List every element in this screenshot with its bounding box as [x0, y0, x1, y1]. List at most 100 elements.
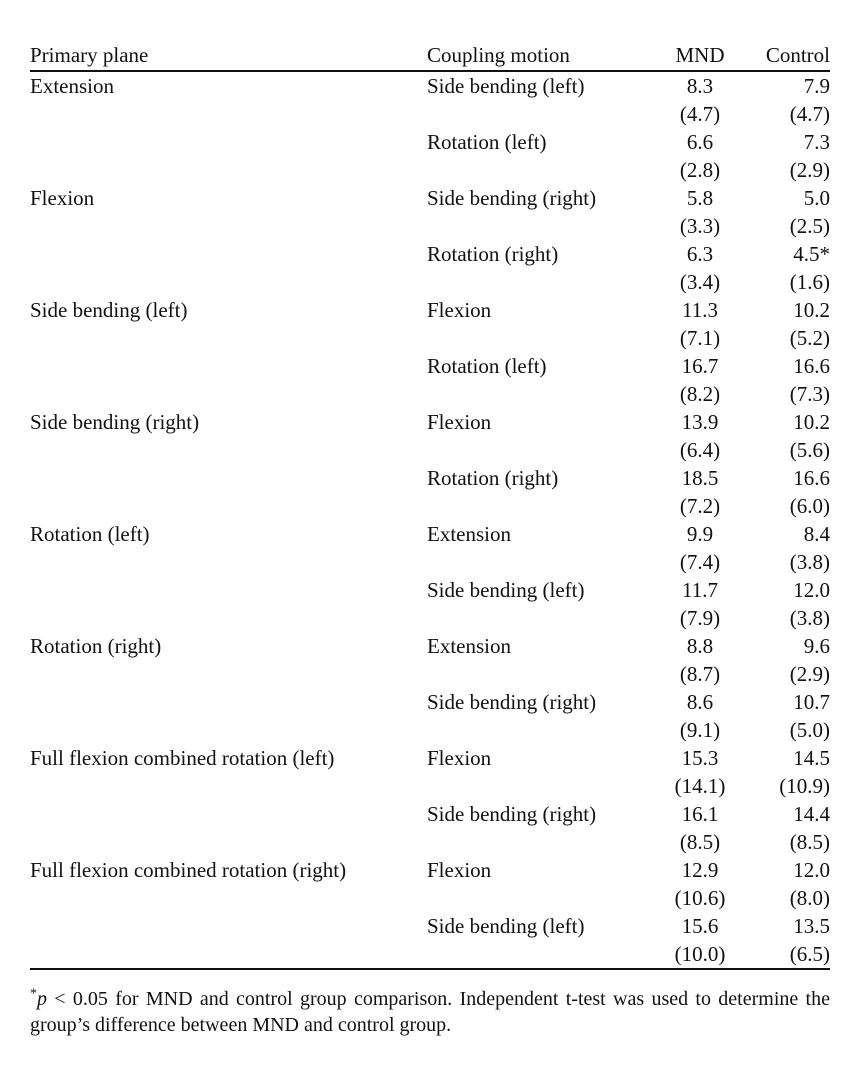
cell-mnd-value: 16.1: [681, 802, 719, 826]
cell-control-value: 10.2: [793, 410, 830, 434]
table-row: Rotation (left) Extension 9.9 8.4: [30, 520, 830, 548]
table-row: Side bending (left) 15.6 13.5: [30, 912, 830, 940]
cell-coupling-motion: Rotation (right): [427, 466, 559, 490]
table-row: Side bending (right) 16.1 14.4: [30, 800, 830, 828]
table-row: Side bending (left) 11.7 12.0: [30, 576, 830, 604]
cell-primary-plane: [30, 352, 427, 380]
footnote-text: < 0.05 for MND and control group compari…: [30, 988, 830, 1036]
cell-control-value: (2.9): [789, 662, 830, 686]
table-row: Full flexion combined rotation (right) Fl…: [30, 856, 830, 884]
cell-mnd-value: (3.4): [679, 270, 721, 294]
cell-coupling-motion: [427, 828, 655, 856]
cell-primary-plane: [30, 548, 427, 576]
cell-primary-plane: [30, 324, 427, 352]
cell-primary-plane: Rotation (left): [30, 522, 150, 546]
table-row: (7.1) (5.2): [30, 324, 830, 352]
table-row: Full flexion combined rotation (left) Fle…: [30, 744, 830, 772]
cell-coupling-motion: [427, 380, 655, 408]
cell-coupling-motion: Flexion: [427, 858, 492, 882]
cell-mnd-value: 12.9: [681, 858, 719, 882]
cell-mnd-value: (6.4): [679, 438, 721, 462]
table-row: Rotation (right) 6.3 4.5*: [30, 240, 830, 268]
cell-coupling-motion: Flexion: [427, 410, 492, 434]
table-row: (2.8) (2.9): [30, 156, 830, 184]
table-row: (4.7) (4.7): [30, 100, 830, 128]
cell-control-value: 14.5: [793, 746, 830, 770]
table-row: Flexion Side bending (right) 5.8 5.0: [30, 184, 830, 212]
cell-mnd-value: (2.8): [679, 158, 721, 182]
cell-primary-plane: [30, 884, 427, 912]
header-control: Control: [765, 43, 830, 67]
cell-mnd-value: (14.1): [674, 774, 726, 798]
cell-control-value: 10.2: [793, 298, 830, 322]
cell-control-value: (3.8): [789, 550, 830, 574]
cell-coupling-motion: Side bending (left): [427, 914, 585, 938]
cell-primary-plane: Extension: [30, 74, 114, 98]
cell-control-value: (5.2): [789, 326, 830, 350]
table-row: Rotation (left) 6.6 7.3: [30, 128, 830, 156]
cell-mnd-value: 6.3: [686, 242, 714, 266]
table-row: (3.4) (1.6): [30, 268, 830, 296]
cell-control-value: 4.5*: [793, 242, 830, 266]
cell-mnd-value: (8.2): [679, 382, 721, 406]
cell-mnd-value: (4.7): [679, 102, 721, 126]
cell-control-value: (2.5): [789, 214, 830, 238]
cell-primary-plane: [30, 240, 427, 268]
cell-coupling-motion: [427, 660, 655, 688]
cell-coupling-motion: [427, 548, 655, 576]
cell-mnd-value: 16.7: [681, 354, 719, 378]
cell-mnd-value: 9.9: [686, 522, 714, 546]
table-row: Rotation (left) 16.7 16.6: [30, 352, 830, 380]
cell-coupling-motion: [427, 772, 655, 800]
cell-primary-plane: [30, 100, 427, 128]
cell-mnd-value: (7.9): [679, 606, 721, 630]
cell-primary-plane: [30, 912, 427, 940]
cell-mnd-value: 15.6: [681, 914, 719, 938]
cell-mnd-value: (10.0): [674, 942, 726, 966]
cell-control-value: (8.0): [789, 886, 830, 910]
cell-mnd-value: 13.9: [681, 410, 719, 434]
cell-coupling-motion: Side bending (left): [427, 578, 585, 602]
cell-control-value: (7.3): [789, 382, 830, 406]
cell-primary-plane: [30, 464, 427, 492]
header-mnd: MND: [675, 43, 725, 67]
cell-mnd-value: (8.5): [679, 830, 721, 854]
cell-coupling-motion: Side bending (right): [427, 802, 597, 826]
table-row: Side bending (left) Flexion 11.3 10.2: [30, 296, 830, 324]
table-row: Rotation (right) Extension 8.8 9.6: [30, 632, 830, 660]
cell-primary-plane: [30, 128, 427, 156]
cell-mnd-value: 5.8: [686, 186, 714, 210]
cell-control-value: (2.9): [789, 158, 830, 182]
cell-primary-plane: [30, 268, 427, 296]
table-header-row: Primary plane Coupling motion MND Contro…: [30, 40, 830, 71]
cell-coupling-motion: [427, 268, 655, 296]
table-row: (14.1) (10.9): [30, 772, 830, 800]
table-row: Side bending (right) 8.6 10.7: [30, 688, 830, 716]
cell-coupling-motion: [427, 604, 655, 632]
cell-mnd-value: 15.3: [681, 746, 719, 770]
cell-control-value: 10.7: [793, 690, 830, 714]
table-row: Extension Side bending (left) 8.3 7.9: [30, 71, 830, 100]
cell-primary-plane: Side bending (right): [30, 410, 200, 434]
cell-control-value: (3.8): [789, 606, 830, 630]
cell-control-value: 8.4: [803, 522, 830, 546]
table-row: (10.0) (6.5): [30, 940, 830, 969]
table-row: (8.5) (8.5): [30, 828, 830, 856]
cell-mnd-value: 8.8: [686, 634, 714, 658]
cell-control-value: 7.9: [803, 74, 830, 98]
cell-primary-plane: Full flexion combined rotation (right): [30, 858, 347, 882]
cell-primary-plane: [30, 716, 427, 744]
footnote-p-symbol: p: [37, 988, 47, 1010]
cell-mnd-value: (7.4): [679, 550, 721, 574]
cell-mnd-value: 6.6: [686, 130, 714, 154]
cell-mnd-value: 8.3: [686, 74, 714, 98]
cell-primary-plane: [30, 492, 427, 520]
cell-control-value: (5.0): [789, 718, 830, 742]
cell-coupling-motion: Rotation (left): [427, 354, 547, 378]
cell-control-value: (5.6): [789, 438, 830, 462]
cell-mnd-value: 11.3: [682, 298, 718, 322]
cell-control-value: 14.4: [793, 802, 830, 826]
cell-primary-plane: [30, 800, 427, 828]
cell-coupling-motion: [427, 156, 655, 184]
cell-mnd-value: (9.1): [679, 718, 721, 742]
